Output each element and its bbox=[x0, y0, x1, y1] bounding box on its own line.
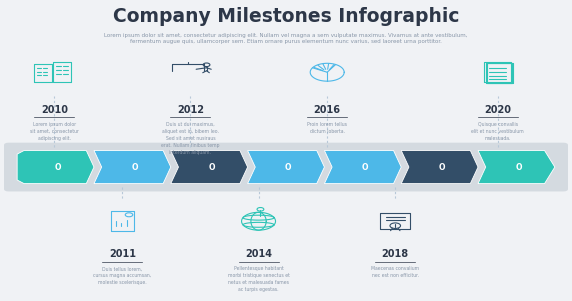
Text: O: O bbox=[515, 163, 522, 172]
Text: O: O bbox=[439, 163, 445, 172]
Text: 2010: 2010 bbox=[41, 105, 68, 115]
Polygon shape bbox=[324, 150, 401, 184]
Text: 2018: 2018 bbox=[382, 249, 409, 259]
Text: 2012: 2012 bbox=[177, 105, 204, 115]
Text: Maecenas convalium
nec est non efficitur.: Maecenas convalium nec est non efficitur… bbox=[371, 266, 419, 278]
Text: Pellentesque habitant
morbi tristique senectus et
netus et malesuada fames
ac tu: Pellentesque habitant morbi tristique se… bbox=[228, 266, 289, 292]
Text: O: O bbox=[285, 163, 292, 172]
Text: O: O bbox=[132, 163, 138, 172]
Text: Lorem ipsum dolor sit amet, consectetur adipiscing elit. Nullam vel magna a sem : Lorem ipsum dolor sit amet, consectetur … bbox=[104, 33, 468, 38]
Text: 2016: 2016 bbox=[313, 105, 341, 115]
Text: 2011: 2011 bbox=[109, 249, 136, 259]
Text: Proin lorem tellus
dictum loberta.: Proin lorem tellus dictum loberta. bbox=[307, 122, 347, 134]
Text: O: O bbox=[362, 163, 368, 172]
Text: O: O bbox=[208, 163, 214, 172]
Text: Company Milestones Infographic: Company Milestones Infographic bbox=[113, 7, 459, 26]
FancyBboxPatch shape bbox=[4, 143, 568, 191]
Polygon shape bbox=[171, 150, 248, 184]
Polygon shape bbox=[478, 150, 555, 184]
Text: Lorem ipsum dolor
sit amet, consectetur
adipiscing elit.: Lorem ipsum dolor sit amet, consectetur … bbox=[30, 122, 79, 141]
Text: Duis tellus lorem,
cursus magna accumsan,
molestie scelerisque.: Duis tellus lorem, cursus magna accumsan… bbox=[93, 266, 152, 285]
Text: O: O bbox=[54, 163, 61, 172]
Text: 2014: 2014 bbox=[245, 249, 272, 259]
Text: 2020: 2020 bbox=[484, 105, 511, 115]
Text: Duis ut dui maximus,
aliquet est in, bibem leo.
Sed sit amet nusiraus
erat. Null: Duis ut dui maximus, aliquet est in, bib… bbox=[161, 122, 220, 155]
Polygon shape bbox=[94, 150, 171, 184]
Polygon shape bbox=[17, 150, 94, 184]
Text: Quisque convallis
elit et nunc vestibulum
malesuada.: Quisque convallis elit et nunc vestibulu… bbox=[471, 122, 524, 141]
Polygon shape bbox=[248, 150, 324, 184]
Polygon shape bbox=[401, 150, 478, 184]
Text: fermentum augue quis, ullamcorper sem. Etiam ornare purus elementum nunc varius,: fermentum augue quis, ullamcorper sem. E… bbox=[130, 39, 442, 44]
